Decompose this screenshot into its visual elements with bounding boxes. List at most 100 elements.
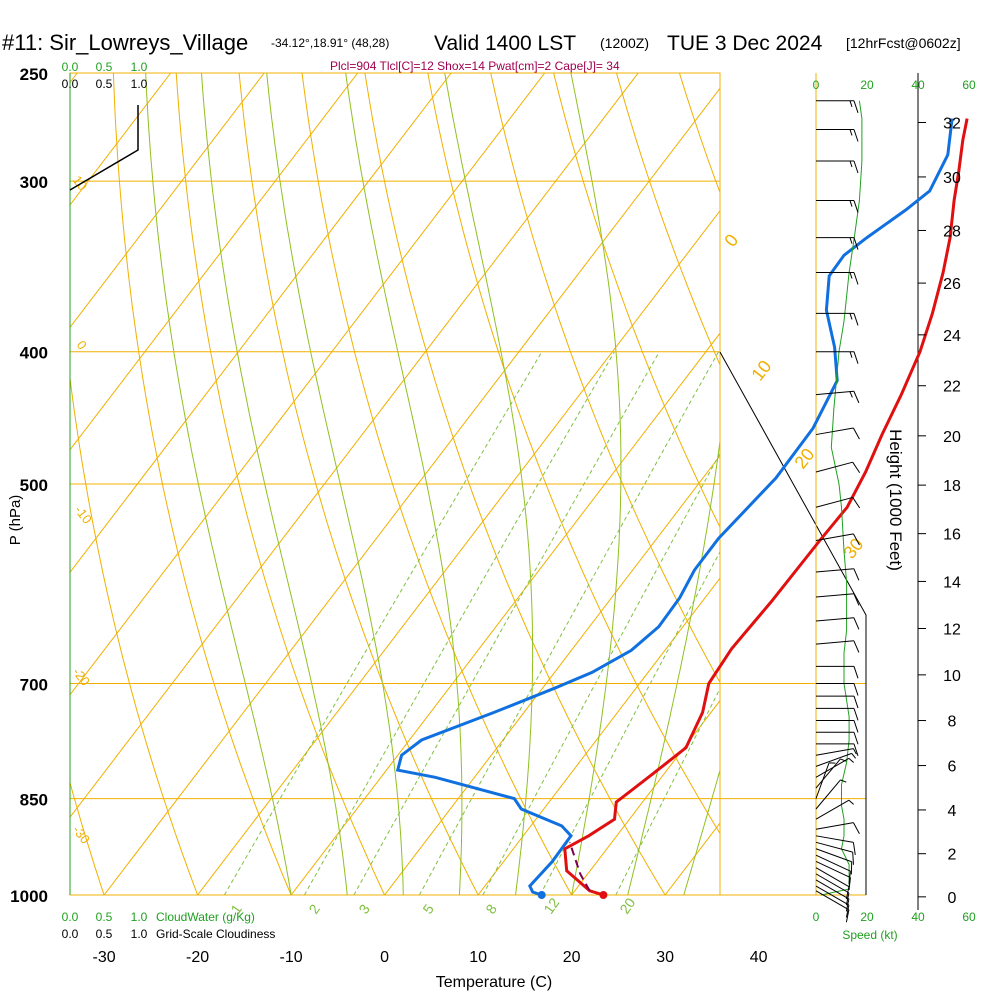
series-parcel-line (568, 841, 591, 892)
wind-speed-bottom-tick: 60 (962, 910, 976, 924)
wind-barb-half-flag (849, 237, 853, 244)
wind-barb (816, 707, 859, 721)
pressure-tick-label: 1000 (10, 887, 48, 906)
height-tick-label: 8 (948, 714, 957, 731)
dry-adiabat-label: -30 (70, 823, 93, 847)
mixing-ratio-line (353, 351, 660, 895)
wind-barb-staff (815, 617, 854, 622)
dry-adiabat (983, 49, 1000, 924)
wind-speed-profile (820, 100, 863, 896)
temperature-tick-label: -30 (93, 949, 116, 966)
height-tick-label: 0 (948, 890, 957, 907)
mixing-ratio-label: 3 (355, 901, 373, 917)
dry-adiabat (175, 73, 386, 895)
wind-barb (815, 390, 860, 404)
wind-barb-flag (852, 533, 860, 546)
isotherm-line (852, 73, 1000, 895)
surface-temperature-point (599, 891, 608, 899)
mixing-ratio-label: 2 (305, 901, 323, 917)
pressure-tick-label: 250 (20, 65, 48, 84)
wind-barb-staff (815, 748, 854, 756)
height-tick-label: 22 (943, 379, 961, 396)
pressure-tick-label: 700 (20, 676, 48, 695)
temperature-tick-label: 10 (469, 949, 487, 966)
wind-barb-flag (853, 708, 859, 721)
cloudiness-top-tick: 1.0 (131, 77, 148, 91)
wind-barb-half-flag (840, 779, 847, 783)
wind-barb-flag (853, 568, 860, 581)
wind-barb (816, 129, 859, 142)
wind-barb (815, 835, 856, 855)
mixing-ratio-line (418, 351, 720, 895)
station-coords: -34.12°,18.91° (48,28) (271, 36, 389, 50)
dry-adiabat (615, 73, 720, 367)
mixing-ratio-label: 5 (419, 901, 437, 917)
wind-barb-half-flag (849, 129, 853, 136)
wind-speed-bottom-tick: 20 (860, 910, 874, 924)
moist-adiabat (683, 768, 720, 895)
wind-barb-half-flag (848, 757, 854, 763)
mixing-ratio-line (615, 687, 720, 895)
dry-adiabat (859, 49, 1000, 924)
wind-barb-staff (815, 461, 853, 473)
temperature-tick-label: 0 (380, 949, 389, 966)
height-tick-label: 10 (943, 668, 961, 685)
wind-barb-flag (848, 871, 851, 884)
wind-barb-flag (852, 842, 856, 855)
wind-barb-flag (853, 732, 859, 745)
wind-barb-half-flag (849, 200, 853, 207)
wind-barb-staff (815, 861, 851, 878)
cloudiness-scale-label: Grid-Scale Cloudiness (156, 927, 275, 941)
wind-barb-flag (853, 200, 859, 213)
series-temperature-line (563, 118, 969, 897)
wind-barb (815, 427, 860, 440)
wind-barb-staff (815, 640, 854, 645)
wind-barb (816, 272, 859, 285)
wind-barb-staff (815, 854, 851, 872)
surface-dewpoint-point (537, 891, 546, 899)
height-tick-label: 20 (943, 429, 961, 446)
isotherm-line (70, 73, 265, 329)
wind-barb-flag (853, 617, 860, 630)
dry-adiabat (0, 49, 19, 924)
wind-barb-flag (853, 593, 860, 606)
wind-barb-staff (815, 593, 854, 598)
wind-barb-flag (848, 877, 851, 891)
y2-axis-title: Height (1000 Feet) (886, 429, 905, 571)
wind-barb-flag (853, 640, 860, 653)
wind-barb-flag (852, 822, 860, 834)
wind-barb (816, 351, 859, 364)
wind-barb (816, 731, 859, 745)
cloudwater-bottom-tick: 1.0 (131, 910, 148, 924)
wind-barb (815, 890, 850, 923)
wind-barb-half-flag (849, 391, 853, 398)
dry-adiabat (490, 73, 720, 684)
dry-adiabat-label: -10 (72, 503, 95, 527)
dry-adiabat (427, 73, 720, 835)
height-tick-label: 24 (943, 328, 961, 345)
wind-barb-staff (815, 779, 841, 810)
wind-barb (816, 200, 859, 213)
wind-barb (816, 743, 859, 757)
wind-barb-flag (853, 695, 859, 709)
height-tick-label: 14 (943, 574, 961, 591)
wind-barb (816, 100, 859, 113)
wind-barb (815, 841, 854, 865)
terrain-outline (719, 351, 867, 895)
height-tick-label: 2 (948, 847, 957, 864)
cloudwater-top-tick: 1.0 (131, 60, 148, 74)
wind-barb-staff (815, 835, 854, 843)
wind-barb (815, 640, 860, 653)
dry-adiabat-label: -20 (70, 665, 93, 689)
wind-speed-bottom-tick: 40 (911, 910, 925, 924)
wind-barb (815, 748, 857, 756)
wind-barb-staff (815, 568, 854, 573)
wind-barb-flag (853, 743, 859, 757)
temperature-tick-label: 20 (563, 949, 581, 966)
pressure-tick-label: 850 (20, 791, 48, 810)
cloudwater-top-tick: 0.5 (96, 60, 113, 74)
wind-barb-flag (853, 666, 859, 679)
cloudwater-bottom-tick: 0.0 (62, 910, 79, 924)
wind-barb-flag (853, 160, 859, 174)
